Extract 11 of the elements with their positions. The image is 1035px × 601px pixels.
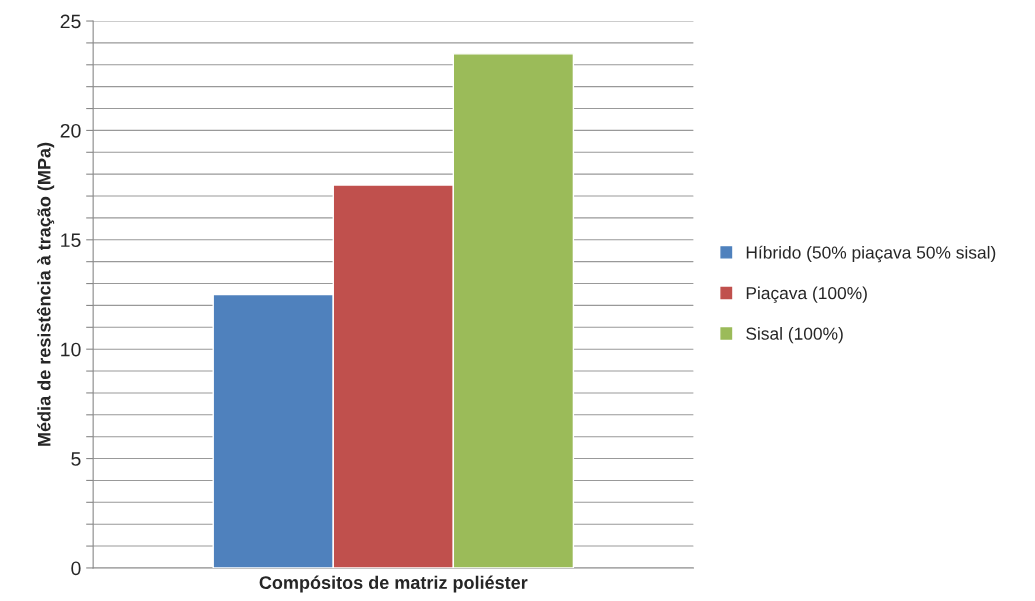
y-tick-label: 20: [60, 123, 81, 138]
y-tick-label: 5: [71, 452, 81, 466]
x-axis-title: Compósitos de matriz poliéster: [259, 575, 528, 593]
y-axis-title: Média de resistência à tração (MPa): [36, 142, 55, 446]
legend-label: Sisal (100%): [746, 327, 843, 344]
legend-label: Híbrido (50% piaçava 50% sisal): [746, 245, 996, 263]
legend-label: Piaçava (100%): [746, 286, 867, 303]
y-tick-label: 25: [60, 14, 81, 29]
y-tick-label: 15: [61, 233, 81, 248]
y-tick-label: 0: [71, 561, 81, 576]
y-tick-label: 10: [61, 342, 81, 357]
